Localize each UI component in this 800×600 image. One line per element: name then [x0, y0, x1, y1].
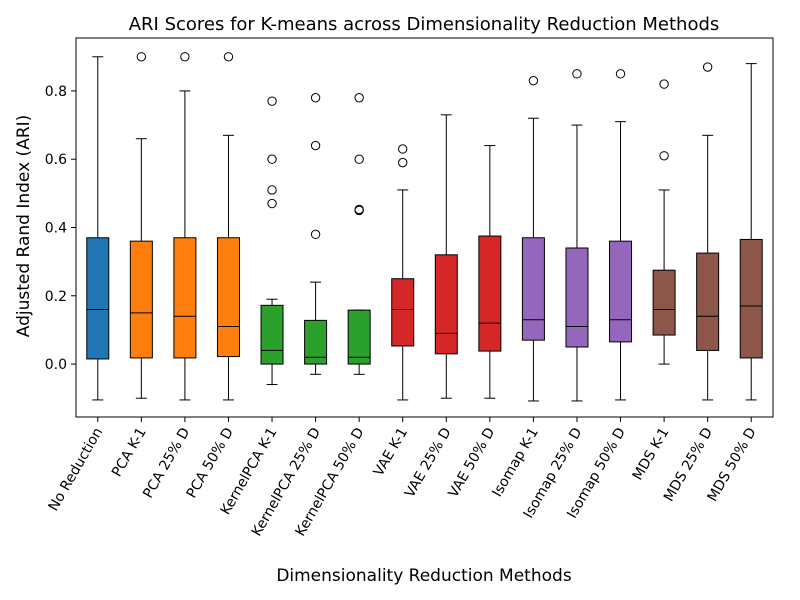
box-group-8 — [434, 114, 458, 399]
box-7 — [391, 278, 415, 347]
plot-area — [86, 52, 763, 402]
flier-2-0 — [180, 52, 190, 62]
box-13 — [652, 269, 676, 336]
y-axis: 0.0 0.2 0.4 0.6 0.8 — [45, 84, 76, 373]
box-group-9 — [478, 145, 502, 399]
flier-7-1 — [398, 144, 408, 154]
x-axis-title: Dimensionality Reduction Methods — [276, 566, 572, 586]
flier-4-0 — [267, 198, 277, 209]
y-tick-label-3: 0.6 — [45, 152, 67, 168]
box-group-6 — [347, 93, 371, 375]
x-tick-label-13: MDS K-1 — [630, 425, 673, 483]
box-group-3 — [216, 52, 240, 401]
box-group-13 — [652, 79, 676, 365]
flier-6-2 — [354, 154, 364, 164]
flier-5-1 — [310, 140, 321, 151]
flier-5-0 — [310, 229, 321, 240]
box-group-10 — [521, 75, 545, 402]
box-10 — [521, 237, 545, 341]
box-8 — [434, 254, 458, 355]
box-15 — [739, 238, 763, 359]
y-tick-label-1: 0.2 — [45, 289, 67, 305]
flier-4-3 — [267, 96, 277, 106]
flier-4-2 — [267, 154, 277, 164]
box-group-2 — [173, 52, 197, 401]
box-1 — [129, 240, 153, 359]
flier-5-2 — [310, 93, 321, 103]
box-5 — [304, 319, 328, 365]
flier-10-0 — [528, 75, 539, 86]
x-tick-label-0: No Reduction — [46, 425, 107, 514]
box-11 — [565, 247, 589, 348]
flier-13-0 — [659, 151, 669, 161]
box-group-1 — [129, 52, 153, 399]
flier-3-0 — [223, 52, 234, 62]
x-tick-label-1: PCA K-1 — [109, 425, 150, 480]
flier-4-1 — [267, 185, 277, 195]
box-4 — [260, 304, 284, 365]
box-group-7 — [391, 144, 415, 401]
plot-frame — [75, 37, 774, 418]
box-group-14 — [696, 62, 720, 401]
flier-14-0 — [702, 62, 713, 72]
box-group-15 — [739, 63, 763, 401]
box-group-12 — [609, 69, 633, 401]
y-axis-title: Adjusted Rand Index (ARI) — [14, 115, 34, 338]
chart-title: ARI Scores for K-means across Dimensiona… — [129, 14, 720, 35]
box-6 — [347, 309, 371, 365]
flier-1-0 — [136, 52, 147, 62]
box-12 — [609, 240, 633, 343]
box-group-5 — [304, 93, 328, 375]
x-tick-label-7: VAE K-1 — [371, 425, 411, 479]
box-3 — [216, 237, 240, 358]
box-2 — [173, 237, 197, 359]
flier-12-0 — [615, 69, 626, 79]
y-tick-label-2: 0.4 — [45, 221, 67, 237]
flier-6-3 — [354, 93, 364, 103]
box-9 — [478, 235, 502, 352]
flier-7-0 — [398, 157, 408, 168]
box-group-0 — [86, 56, 110, 401]
flier-11-0 — [572, 69, 582, 79]
y-tick-label-0: 0.0 — [45, 357, 67, 373]
y-tick-label-4: 0.8 — [45, 84, 67, 100]
box-group-4 — [260, 96, 284, 386]
box-14 — [696, 252, 720, 351]
box-group-11 — [565, 69, 589, 402]
flier-13-1 — [659, 79, 669, 89]
box-0 — [86, 237, 110, 360]
flier-6-1 — [354, 204, 364, 215]
